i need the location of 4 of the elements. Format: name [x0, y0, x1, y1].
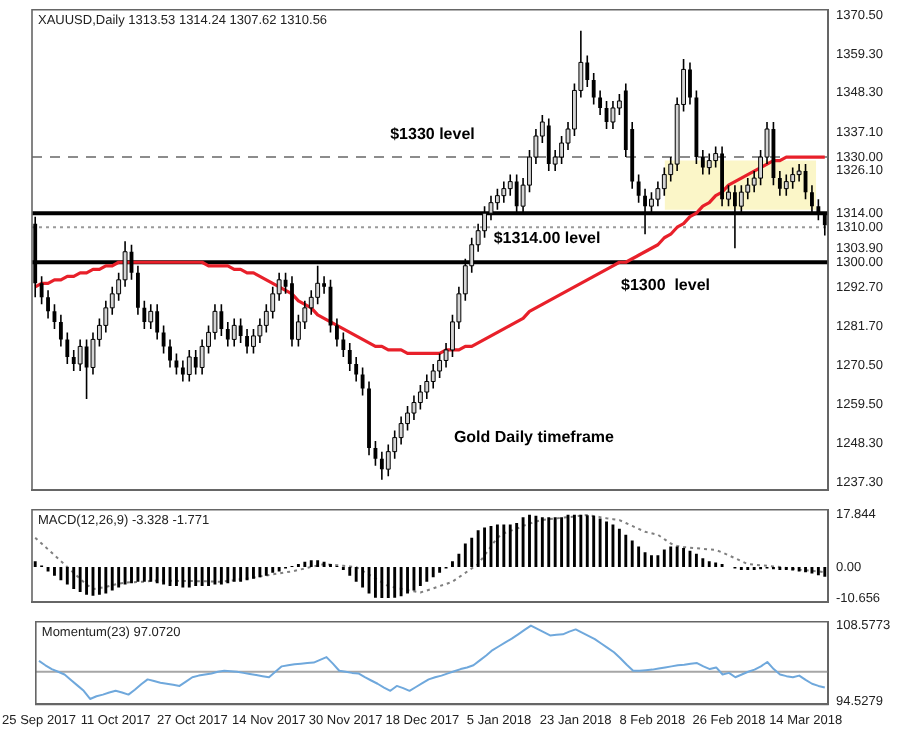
ref-line-label: $1330 level — [390, 125, 475, 144]
ref-line-label: $1300 level — [621, 276, 711, 295]
ref-line-label: $1314.00 level — [493, 229, 601, 248]
annotation: Gold Daily timeframe — [453, 428, 616, 447]
